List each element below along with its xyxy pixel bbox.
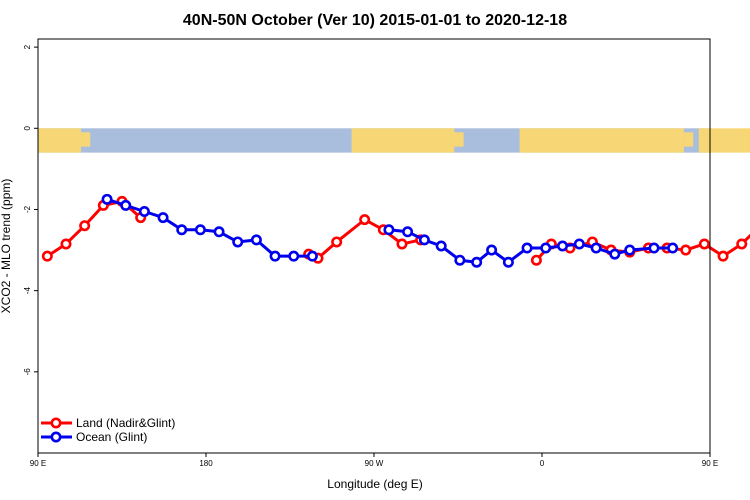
series-line: [106, 197, 313, 258]
data-point: [471, 256, 483, 268]
plot-area: [41, 193, 750, 268]
map-land: [38, 128, 750, 153]
data-point: [176, 224, 188, 236]
chart-title: 40N-50N October (Ver 10) 2015-01-01 to 2…: [183, 12, 567, 29]
y-tick-label: -6: [23, 368, 32, 376]
legend-item-ocean: Ocean (Glint): [41, 430, 147, 444]
data-point: [648, 242, 660, 254]
data-point: [41, 250, 53, 262]
legend-label-land: Land (Nadir&Glint): [76, 416, 175, 430]
x-tick-label: 90 E: [30, 459, 46, 468]
data-point: [359, 214, 371, 226]
data-point: [680, 244, 692, 256]
data-point: [502, 256, 514, 268]
data-point: [435, 240, 447, 252]
data-point: [736, 238, 748, 250]
data-point: [521, 242, 533, 254]
data-point: [60, 238, 72, 250]
y-tick-label: 0: [23, 126, 32, 131]
data-point: [79, 220, 91, 232]
legend-label-ocean: Ocean (Glint): [76, 430, 147, 444]
data-point: [540, 242, 552, 254]
data-point: [138, 206, 150, 218]
data-point: [530, 254, 542, 266]
map-strip: [38, 128, 750, 153]
map-land-coast: [683, 132, 694, 147]
data-point: [667, 242, 679, 254]
legend-marker-land: [50, 417, 62, 429]
data-point: [232, 236, 244, 248]
y-axis: 2 0 -2 -4 -6: [23, 44, 38, 375]
data-point: [101, 193, 113, 205]
map-land-coast: [80, 132, 91, 147]
data-point: [717, 250, 729, 262]
data-point: [698, 238, 710, 250]
data-point: [288, 250, 300, 262]
data-point: [402, 226, 414, 238]
x-tick-label: 90 W: [365, 459, 384, 468]
legend: Land (Nadir&Glint) Ocean (Glint): [41, 416, 175, 444]
map-land-region: [698, 128, 750, 153]
data-point: [590, 242, 602, 254]
x-tick-label: 90 E: [702, 459, 718, 468]
data-point: [331, 236, 343, 248]
data-point: [306, 250, 318, 262]
y-axis-label: XCO2 - MLO trend (ppm): [0, 179, 13, 314]
map-land-coast: [450, 132, 464, 147]
x-axis-label: Longitude (deg E): [327, 477, 422, 491]
data-point: [269, 250, 281, 262]
data-point: [609, 248, 621, 260]
x-tick-label: 180: [199, 459, 213, 468]
data-point: [213, 226, 225, 238]
data-point: [454, 254, 466, 266]
data-point: [418, 234, 430, 246]
legend-item-land: Land (Nadir&Glint): [41, 416, 175, 430]
map-land-region: [38, 128, 81, 153]
legend-marker-ocean: [50, 431, 62, 443]
map-land-region: [519, 128, 684, 153]
data-point: [120, 199, 132, 211]
data-point: [250, 234, 262, 246]
map-land-region: [351, 128, 455, 153]
data-point: [396, 238, 408, 250]
data-point: [486, 244, 498, 256]
data-point: [624, 244, 636, 256]
data-point: [157, 212, 169, 224]
y-tick-label: -2: [23, 205, 32, 213]
x-tick-label: 0: [540, 459, 545, 468]
y-tick-label: 2: [23, 44, 32, 49]
x-axis: 90 E 180 90 W 0 90 E: [30, 453, 718, 468]
series-ocean: [101, 193, 679, 268]
y-tick-label: -4: [23, 287, 32, 295]
data-point: [573, 238, 585, 250]
data-point: [383, 224, 395, 236]
data-point: [194, 224, 206, 236]
data-point: [557, 240, 569, 252]
